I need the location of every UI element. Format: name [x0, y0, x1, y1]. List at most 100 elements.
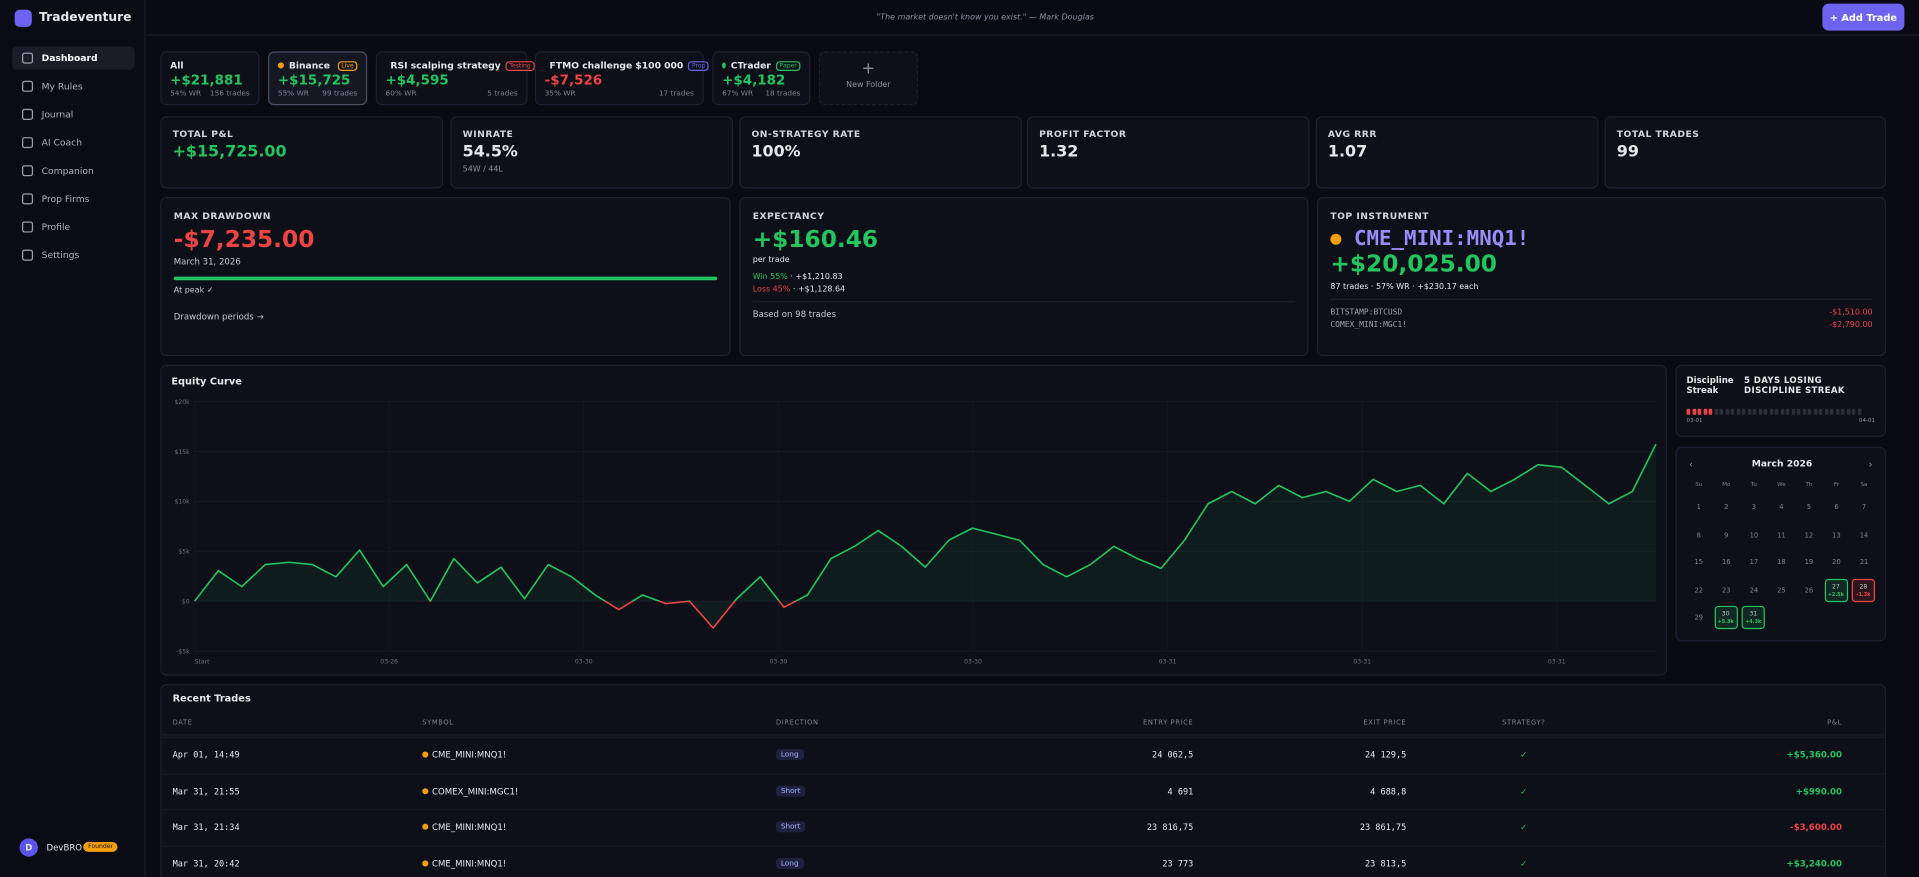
calendar-day[interactable]: 5: [1806, 504, 1812, 512]
folder-title: Binance: [288, 59, 330, 71]
calendar-day[interactable]: 20: [1832, 559, 1841, 567]
calendar-day[interactable]: 22: [1694, 586, 1704, 595]
weekday: Fr: [1833, 482, 1839, 489]
stat-card: AVG RRR 1.07: [1315, 116, 1599, 189]
nav-item[interactable]: AI Coach: [12, 131, 134, 154]
calendar-day[interactable]: 2: [1724, 504, 1729, 512]
next-month[interactable]: ›: [1868, 458, 1873, 470]
streak-dot: [1802, 408, 1806, 415]
table-cell: ✓: [1520, 858, 1528, 869]
day-number: 31: [1749, 610, 1758, 619]
avatar[interactable]: D: [19, 838, 38, 857]
folder-title: FTMO challenge $100 000: [549, 59, 684, 71]
nav-item[interactable]: Prop Firms: [12, 187, 134, 210]
folder-card[interactable]: All +$21,881 54% WR 156 trades: [160, 51, 260, 106]
plus-icon: +: [1829, 11, 1842, 23]
calendar-month: March 2026: [1751, 457, 1813, 469]
calendar-day[interactable]: 7: [1861, 504, 1867, 512]
day-pnl: -1.3k: [1856, 590, 1871, 597]
trades: 87 trades: [1330, 281, 1369, 292]
calendar-day[interactable]: 12: [1804, 531, 1814, 540]
folder-card[interactable]: Binance Live +$15,725 55% WR 99 trades: [268, 51, 368, 106]
streak-dot: [1697, 408, 1702, 415]
instrument-row: COMEX_MINI:MGC1! -$2,790.00: [1330, 319, 1872, 329]
streak-dot: [1703, 408, 1707, 415]
calendar-day[interactable]: 26: [1804, 586, 1814, 595]
calendar-day[interactable]: 19: [1804, 559, 1814, 567]
folder-winrate: 67% WR: [722, 89, 754, 98]
nav-item[interactable]: Dashboard: [12, 46, 135, 70]
add-trade-button[interactable]: + Add Trade: [1822, 3, 1905, 31]
calendar-day[interactable]: 16: [1722, 559, 1731, 567]
calendar-day[interactable]: 24: [1749, 586, 1759, 595]
calendar-day-result[interactable]: 30 +5.3k: [1714, 605, 1738, 630]
equity-area: [194, 444, 1656, 628]
calendar-day[interactable]: 4: [1779, 504, 1784, 512]
table-title: Recent Trades: [172, 692, 251, 704]
nav-item[interactable]: My Rules: [12, 75, 134, 98]
calendar-day[interactable]: 17: [1749, 559, 1759, 567]
table-cell: Mar 31, 21:34: [172, 822, 240, 833]
folder-card[interactable]: FTMO challenge $100 000 Prop -$7,526 35% WR…: [534, 51, 710, 106]
calendar-card: ‹ March 2026 › Su Mo Tu We Th Fr Sa 1 2 3 4 5 6 7 8 9 10…: [1675, 446, 1887, 642]
nav-item[interactable]: Journal: [12, 103, 134, 126]
symbol-dot: [422, 823, 429, 830]
streak-dot: [1758, 408, 1762, 415]
equity-card: Equity Curve $20k $15k $10k $5k $0 -$5k Start 0…: [160, 364, 1667, 676]
discipline-card: Discipline Streak 5 DAYS LOSING DISCIPLI…: [1675, 364, 1887, 437]
calendar-day-result[interactable]: 27 +2.5k: [1824, 578, 1848, 602]
calendar-day[interactable]: 21: [1859, 559, 1869, 567]
new-folder[interactable]: + New Folder: [818, 51, 918, 106]
calendar-day[interactable]: 23: [1722, 586, 1731, 595]
row-rule: [161, 845, 1885, 847]
streak-dot: [1730, 408, 1735, 415]
calendar-day[interactable]: 3: [1751, 504, 1756, 512]
y-tick-label: -$5k: [176, 649, 190, 656]
calendar-day[interactable]: 29: [1694, 614, 1704, 622]
y-tick-label: $10k: [175, 499, 191, 506]
table-cell: Long: [775, 857, 804, 869]
equity-chart: $20k $15k $10k $5k $0 -$5k Start 03-26 03-30 03-3…: [175, 399, 1657, 665]
folder-name: CTrader Paper: [722, 60, 801, 71]
drawdown-status: At peak ✓: [174, 285, 717, 295]
calendar-day[interactable]: 18: [1777, 559, 1786, 567]
calendar-day[interactable]: 9: [1724, 531, 1729, 540]
calendar-day[interactable]: 11: [1777, 531, 1786, 540]
symbol-cell: CME_MINI:MNQ1!: [422, 750, 506, 760]
calendar-day[interactable]: 1: [1696, 504, 1701, 512]
column-header: ENTRY PRICE: [1142, 719, 1194, 727]
streak-dot: [1824, 408, 1828, 415]
calendar-day[interactable]: 25: [1777, 586, 1786, 595]
folder-card[interactable]: RSI scalping strategy Testing +$4,595 60% W…: [375, 51, 535, 106]
instrument-symbol: COMEX_MINI:MGC1!: [1330, 319, 1408, 330]
calendar-day[interactable]: 15: [1694, 559, 1704, 567]
calendar-day[interactable]: 8: [1696, 531, 1701, 540]
nav-item[interactable]: Profile: [12, 215, 134, 238]
calendar-day-result[interactable]: 28 -1.3k: [1851, 578, 1876, 602]
folder-card[interactable]: CTrader Paper +$4,182 67% WR 18 trades: [712, 51, 811, 106]
button-label: Add Trade: [1841, 11, 1898, 23]
weekday: Mo: [1722, 482, 1731, 489]
stat-label: WINRATE: [462, 128, 514, 140]
streak-dot: [1752, 408, 1757, 415]
streak-dot: [1692, 408, 1696, 415]
calendar-day[interactable]: 10: [1749, 531, 1759, 540]
nav-item[interactable]: Companion: [12, 159, 134, 182]
row-rule: [161, 808, 1885, 811]
y-tick-label: $0: [182, 599, 190, 606]
calendar-day[interactable]: 14: [1859, 531, 1869, 540]
recent-trades: Recent Trades DATE SYMBOL DIRECTION ENTRY P…: [160, 684, 1887, 877]
symbol-cell: CME_MINI:MNQ1!: [422, 822, 506, 832]
column-header: DATE: [172, 719, 193, 727]
calendar-day-result[interactable]: 31 +4.3k: [1741, 605, 1765, 630]
winrate: 57% WR: [1375, 281, 1410, 292]
calendar-day[interactable]: 6: [1834, 504, 1839, 512]
streak-dots: [1686, 408, 1861, 415]
calendar-day[interactable]: 13: [1832, 531, 1841, 540]
drawdown-link[interactable]: Drawdown periods →: [173, 312, 264, 322]
streak-dot: [1725, 408, 1729, 415]
table-cell: -$3,600.00: [1790, 822, 1842, 833]
folder-badge: Paper: [775, 60, 801, 71]
nav-item[interactable]: Settings: [12, 244, 134, 267]
prev-month[interactable]: ‹: [1688, 458, 1693, 470]
